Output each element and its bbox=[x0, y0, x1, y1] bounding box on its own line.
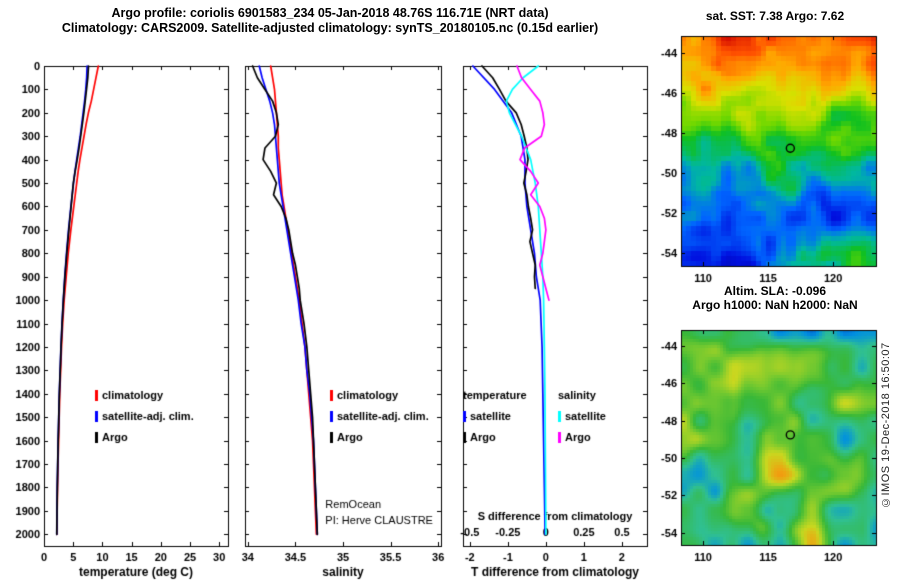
sla-map-title: Altim. SLA: -0.096 bbox=[723, 284, 827, 298]
salinity-profile-chart bbox=[235, 38, 450, 580]
sst-map-chart bbox=[650, 26, 900, 288]
sla-map-subtitle: Argo h1000: NaN h2000: NaN bbox=[692, 298, 858, 312]
temperature-profile-chart bbox=[0, 38, 235, 580]
sst-map-title: sat. SST: 7.38 Argo: 7.62 bbox=[705, 9, 845, 23]
figure-title-line1: Argo profile: coriolis 6901583_234 05-Ja… bbox=[111, 6, 549, 20]
difference-profile-chart bbox=[450, 38, 655, 580]
figure-title-line2: Climatology: CARS2009. Satellite-adjuste… bbox=[61, 21, 599, 35]
sla-map-chart bbox=[650, 316, 900, 580]
imos-watermark: ©IMOS 19-Dec-2018 16:50:07 bbox=[880, 342, 892, 508]
